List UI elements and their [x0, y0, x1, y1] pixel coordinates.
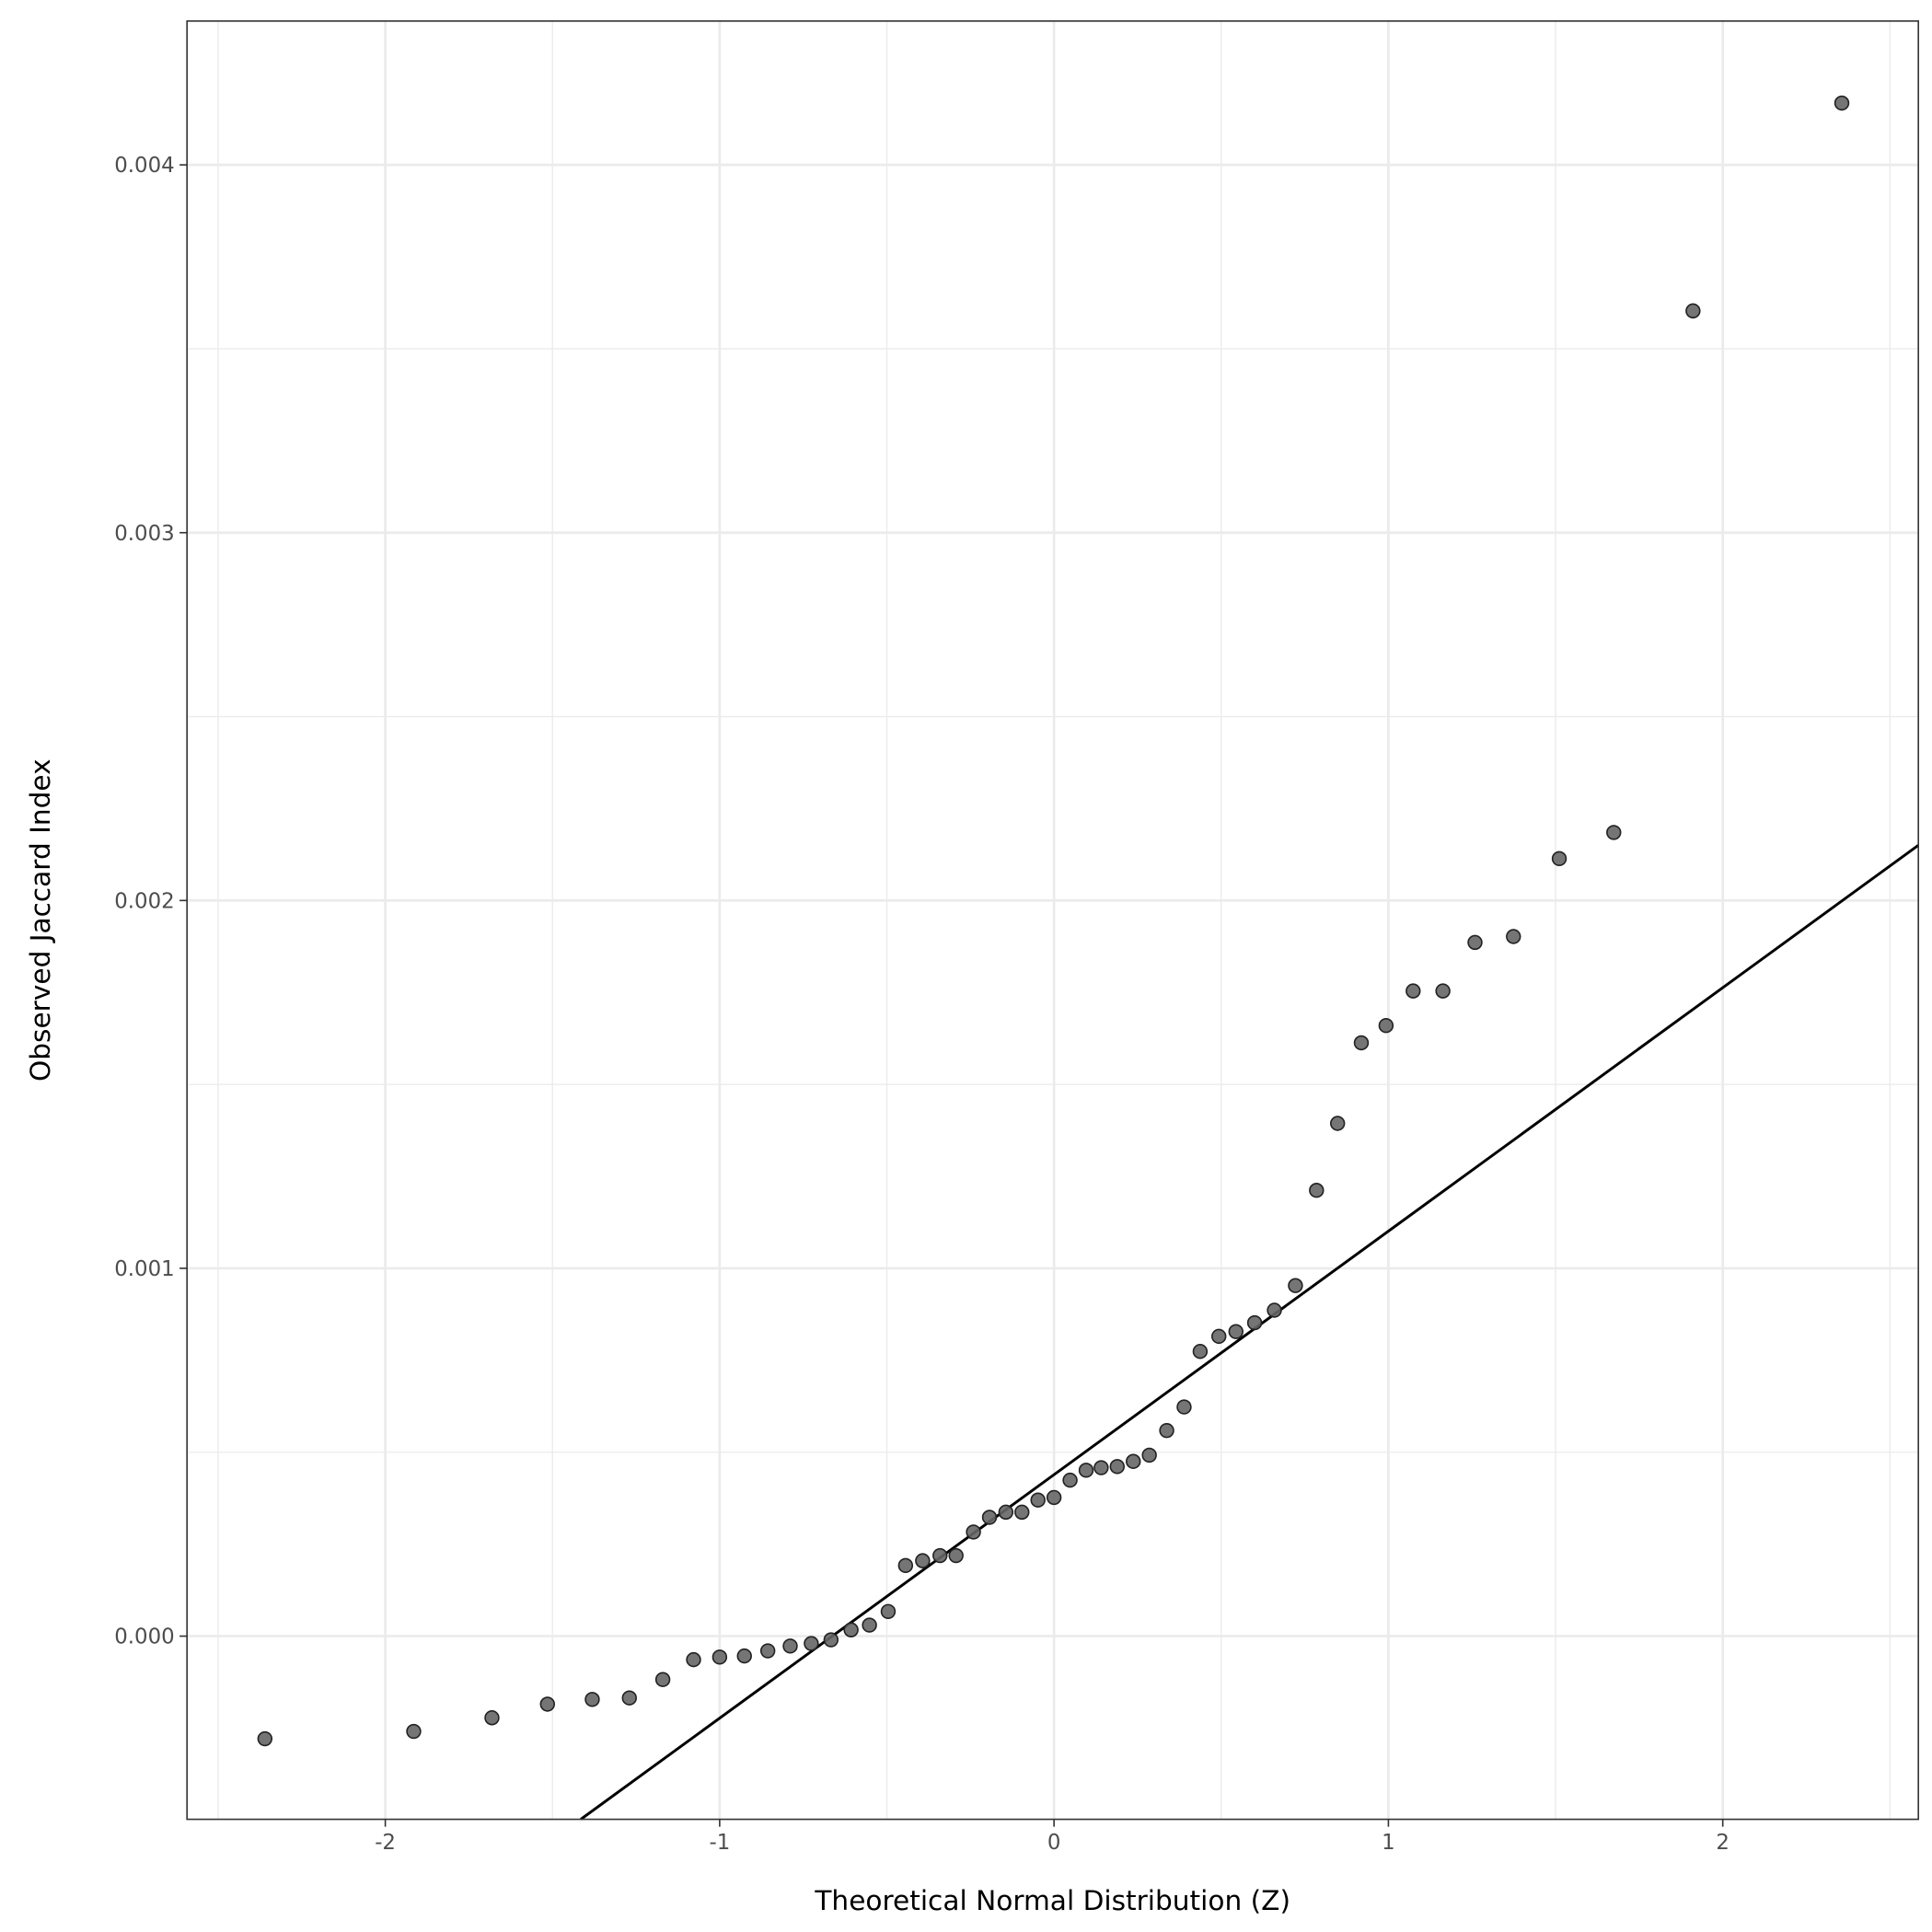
data-point — [686, 1651, 701, 1668]
data-point — [932, 1547, 948, 1564]
grid — [187, 20, 1919, 1820]
data-point — [1406, 983, 1421, 999]
data-point — [1062, 1472, 1078, 1488]
data-point — [1329, 1116, 1346, 1131]
data-point — [897, 1557, 914, 1574]
points-group — [257, 95, 1850, 1747]
data-point — [948, 1547, 964, 1564]
plot-panel-border — [186, 20, 1920, 1821]
y-tick-label: 0.001 — [114, 1257, 174, 1281]
data-point — [1141, 1447, 1157, 1463]
data-point — [1834, 95, 1850, 111]
data-point — [1014, 1504, 1030, 1521]
data-point — [759, 1643, 776, 1659]
data-point — [1078, 1463, 1094, 1478]
x-tick-label: -1 — [709, 1831, 730, 1855]
x-axis-title: Theoretical Normal Distribution (Z) — [814, 1885, 1290, 1916]
data-point — [1467, 934, 1483, 951]
y-tick-label: 0.000 — [114, 1625, 174, 1649]
data-point — [1211, 1328, 1227, 1345]
data-point — [915, 1553, 931, 1568]
data-point — [998, 1504, 1014, 1521]
reference-line-group — [580, 844, 1920, 1821]
data-point — [1192, 1344, 1209, 1359]
data-point — [1046, 1489, 1062, 1506]
data-point — [654, 1672, 671, 1687]
data-point — [1435, 983, 1451, 999]
y-axis-title: Observed Jaccard Index — [25, 758, 56, 1082]
data-point — [1551, 850, 1568, 866]
data-point — [823, 1632, 839, 1648]
data-point — [1506, 929, 1521, 944]
reference-line — [580, 844, 1920, 1821]
data-point — [539, 1696, 555, 1712]
data-point — [1246, 1314, 1263, 1331]
data-point — [1109, 1459, 1126, 1475]
data-point — [1353, 1035, 1370, 1051]
data-point — [1309, 1183, 1325, 1198]
data-point — [1228, 1324, 1244, 1339]
y-tick-label: 0.004 — [114, 154, 174, 178]
data-point — [843, 1622, 859, 1637]
data-point — [981, 1510, 998, 1525]
data-point — [862, 1617, 877, 1633]
data-point — [804, 1636, 819, 1651]
data-point — [1685, 303, 1701, 318]
x-axis: -2 -1 0 1 2 — [375, 1819, 1730, 1855]
data-point — [1378, 1017, 1394, 1034]
x-tick-label: 2 — [1716, 1831, 1730, 1855]
data-point — [1159, 1422, 1174, 1439]
x-tick-label: 1 — [1382, 1831, 1395, 1855]
data-point — [1176, 1399, 1192, 1415]
y-axis: 0.000 0.001 0.002 0.003 0.004 — [114, 154, 188, 1649]
data-point — [1093, 1460, 1109, 1475]
data-point — [711, 1649, 728, 1665]
data-point — [621, 1690, 637, 1706]
data-point — [1126, 1453, 1141, 1469]
data-point — [1030, 1492, 1046, 1508]
data-point — [584, 1692, 600, 1707]
data-point — [736, 1648, 752, 1664]
y-tick-label: 0.003 — [114, 522, 174, 546]
x-tick-label: -2 — [375, 1831, 396, 1855]
data-point — [880, 1603, 897, 1619]
data-point — [257, 1730, 273, 1747]
data-point — [1267, 1302, 1282, 1318]
data-point — [1606, 825, 1622, 840]
data-point — [1288, 1278, 1303, 1293]
data-point — [782, 1638, 798, 1654]
x-tick-label: 0 — [1047, 1831, 1061, 1855]
data-point — [966, 1524, 981, 1540]
y-tick-label: 0.002 — [114, 889, 174, 913]
data-point — [406, 1723, 422, 1740]
data-point — [484, 1710, 500, 1726]
